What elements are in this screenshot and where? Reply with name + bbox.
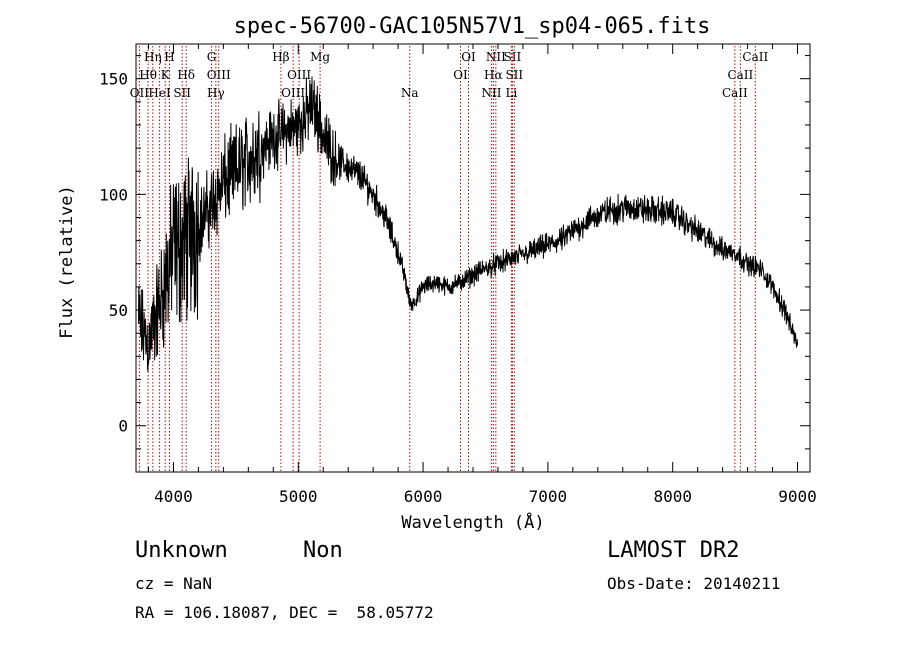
line-marker-label: CaII xyxy=(722,86,748,100)
y-tick-label: 50 xyxy=(109,301,128,320)
object-class-label: Unknown xyxy=(135,538,228,563)
line-marker-label: Li xyxy=(506,86,518,100)
line-marker-label: CaII xyxy=(742,50,768,64)
spectrum-series xyxy=(138,76,798,372)
y-tick-label: 150 xyxy=(99,70,128,89)
line-marker-label: OII xyxy=(130,86,150,100)
coordinates-text: RA = 106.18087, DEC = 58.05772 xyxy=(135,603,434,622)
redshift-text: cz = NaN xyxy=(135,574,213,593)
line-marker-label: Hθ xyxy=(139,68,157,82)
y-axis: 0 50 100 150 xyxy=(99,55,810,450)
line-marker-label: OI xyxy=(453,68,468,82)
line-marker-label: SII xyxy=(173,86,191,100)
x-tick-label: 8000 xyxy=(653,487,692,506)
x-tick-label: 6000 xyxy=(404,487,443,506)
line-marker-label: Hβ xyxy=(272,50,289,64)
line-marker-label: SII xyxy=(504,50,522,64)
chart-title: spec-56700-GAC105N57V1_sp04-065.fits xyxy=(234,14,711,39)
y-tick-label: 0 xyxy=(118,417,128,436)
line-marker-label: SII xyxy=(505,68,523,82)
line-marker-label: H xyxy=(164,50,174,64)
plot-frame xyxy=(135,43,811,473)
x-axis-label: Wavelength (Å) xyxy=(401,511,544,533)
x-tick-label: 7000 xyxy=(529,487,568,506)
line-marker-label: NII xyxy=(486,50,506,64)
line-marker-label: Hγ xyxy=(207,86,225,100)
y-axis-label: Flux (relative) xyxy=(57,185,77,339)
line-marker-label: Hη xyxy=(144,50,162,64)
line-marker-label: OIII xyxy=(207,68,231,82)
line-marker-label: NII xyxy=(481,86,501,100)
line-marker-label: OIII xyxy=(281,86,305,100)
x-axis: 4000 5000 6000 7000 8000 9000 xyxy=(147,44,817,506)
line-marker-label: G xyxy=(207,50,217,64)
line-marker-label: Hα xyxy=(484,68,503,82)
subclass-label: Non xyxy=(303,538,343,563)
spectrum-line xyxy=(138,76,798,372)
x-tick-label: 4000 xyxy=(154,487,193,506)
x-tick-label: 5000 xyxy=(279,487,318,506)
survey-label: LAMOST DR2 xyxy=(607,538,740,563)
y-tick-label: 100 xyxy=(99,185,128,204)
line-marker-label: OI xyxy=(461,50,476,64)
line-marker-label: K xyxy=(161,68,171,82)
obs-date-text: Obs-Date: 20140211 xyxy=(607,574,781,593)
line-marker-label: Mg xyxy=(310,50,330,64)
line-marker-label: Na xyxy=(401,86,419,100)
line-marker-label: Hδ xyxy=(177,68,195,82)
line-marker-label: OIII xyxy=(287,68,311,82)
line-marker-label: CaII xyxy=(727,68,753,82)
x-tick-label: 9000 xyxy=(778,487,817,506)
line-marker-label: HeI xyxy=(148,86,171,100)
